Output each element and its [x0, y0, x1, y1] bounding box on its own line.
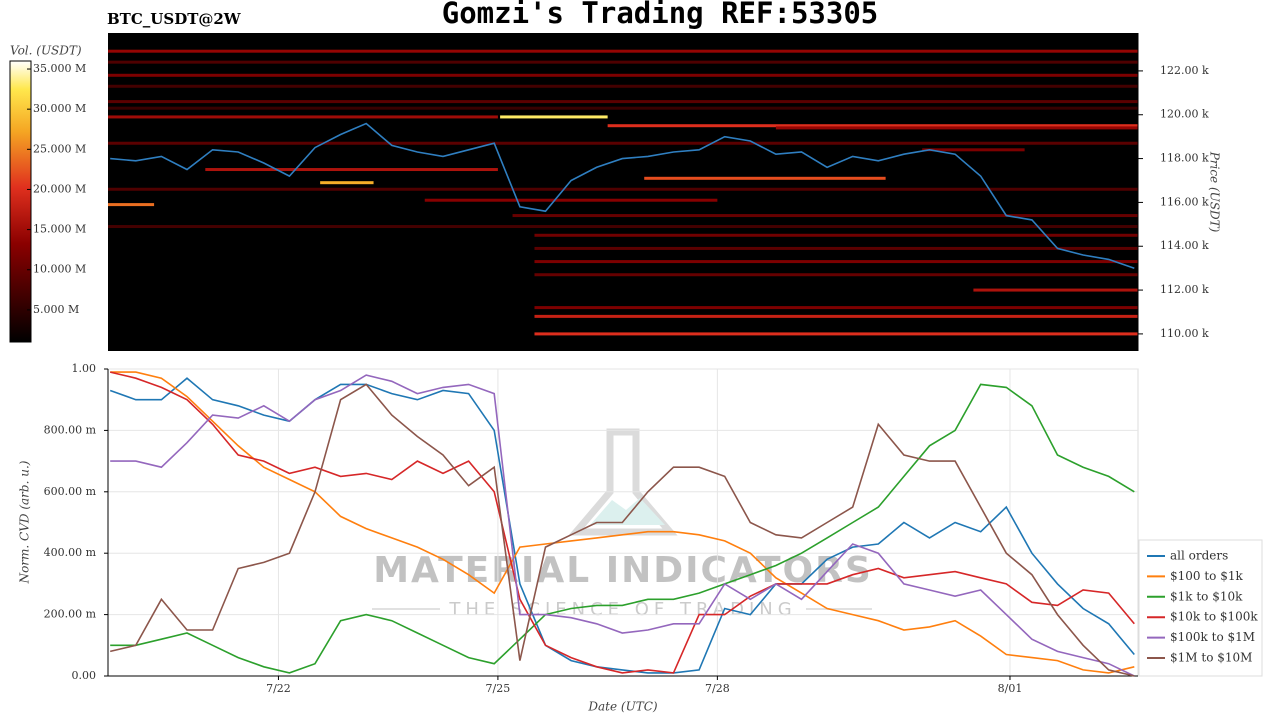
liquidity-band [775, 126, 1138, 130]
y-tick-label: 114.00 k [1160, 239, 1209, 252]
x-tick-label: 8/01 [998, 682, 1023, 695]
y-tick-label: 112.00 k [1160, 283, 1209, 296]
y-tick-label: 600.00 m [44, 485, 97, 498]
liquidity-band [534, 233, 1138, 237]
legend-label: $10k to $100k [1170, 610, 1258, 624]
colorbar-tick-label: 5.000 M [33, 303, 79, 316]
liquidity-band [424, 198, 718, 202]
legend [1138, 539, 1263, 677]
liquidity-band [973, 288, 1138, 292]
chart-title: Gomzi's Trading REF:53305 [442, 0, 879, 30]
liquidity-band [500, 115, 608, 119]
x-tick-label: 7/25 [486, 682, 511, 695]
cvd-line [110, 371, 1135, 674]
liquidity-band [534, 260, 1138, 264]
liquidity-band [108, 187, 1138, 191]
y-tick-label: 116.00 k [1160, 195, 1209, 208]
liquidity-band [108, 49, 1138, 53]
cvd-line [110, 371, 1135, 674]
colorbar-tick-label: 20.000 M [33, 182, 86, 195]
liquidity-band [922, 148, 1025, 152]
legend-label: all orders [1170, 549, 1228, 563]
liquidity-band [534, 332, 1138, 336]
liquidity-band [644, 176, 886, 180]
chart-subtitle: BTC_USDT@2W [107, 10, 242, 28]
liquidity-band [108, 60, 1138, 64]
y-axis-label: Price (USDT) [1208, 151, 1222, 233]
price-line [110, 122, 1135, 269]
liquidity-band [108, 106, 1138, 110]
legend-label: $1k to $10k [1170, 589, 1243, 603]
liquidity-band [607, 124, 1138, 128]
y-axis-label: Norm. CVD (arb. u.) [18, 460, 32, 584]
colorbar-tick-label: 10.000 M [33, 263, 86, 276]
x-axis-label: Date (UTC) [587, 700, 657, 714]
colorbar-tick-label: 30.000 M [33, 102, 86, 115]
liquidity-band [534, 246, 1138, 250]
x-tick-label: 7/22 [266, 682, 291, 695]
colorbar-tick-label: 35.000 M [33, 62, 86, 75]
heatmap-background [108, 33, 1138, 351]
y-tick-label: 122.00 k [1160, 64, 1209, 77]
watermark: MATERIAL INDICATORS [373, 550, 873, 591]
colorbar-label: Vol. (USDT) [10, 44, 82, 58]
cvd-line [109, 377, 1135, 674]
liquidity-band [108, 73, 1138, 77]
liquidity-band [108, 203, 155, 207]
legend-label: $100 to $1k [1170, 569, 1243, 583]
y-tick-label: 800.00 m [44, 423, 97, 436]
liquidity-band [108, 100, 1138, 104]
liquidity-band [534, 306, 1138, 310]
heatmap [108, 49, 1138, 336]
watermark-subtitle: THE SCIENCE OF TRADING [448, 599, 796, 620]
cvd-line [110, 383, 1135, 674]
y-tick-label: 200.00 m [44, 608, 97, 621]
y-tick-label: 0.00 [72, 669, 97, 682]
liquidity-band [320, 181, 374, 185]
colorbar-tick-label: 15.000 M [33, 223, 86, 236]
y-tick-label: 118.00 k [1160, 152, 1209, 165]
legend-label: $1M to $10M [1170, 651, 1252, 665]
x-tick-label: 7/28 [705, 682, 730, 695]
colorbar [9, 60, 32, 343]
colorbar-tick-label: 25.000 M [33, 142, 86, 155]
liquidity-band [534, 273, 1138, 277]
y-tick-label: 120.00 k [1160, 108, 1209, 121]
liquidity-band [108, 225, 1138, 229]
cvd-line [110, 383, 1135, 677]
legend-label: $100k to $1M [1170, 630, 1255, 644]
y-tick-label: 110.00 k [1160, 327, 1209, 340]
liquidity-band [108, 115, 498, 119]
liquidity-band [512, 214, 1138, 218]
liquidity-band [108, 84, 1138, 88]
y-tick-label: 400.00 m [44, 546, 97, 559]
liquidity-band [108, 141, 1138, 145]
cvd-line [110, 374, 1135, 677]
liquidity-band [205, 168, 498, 172]
y-tick-label: 1.00 [72, 362, 97, 375]
liquidity-band [534, 314, 1138, 318]
